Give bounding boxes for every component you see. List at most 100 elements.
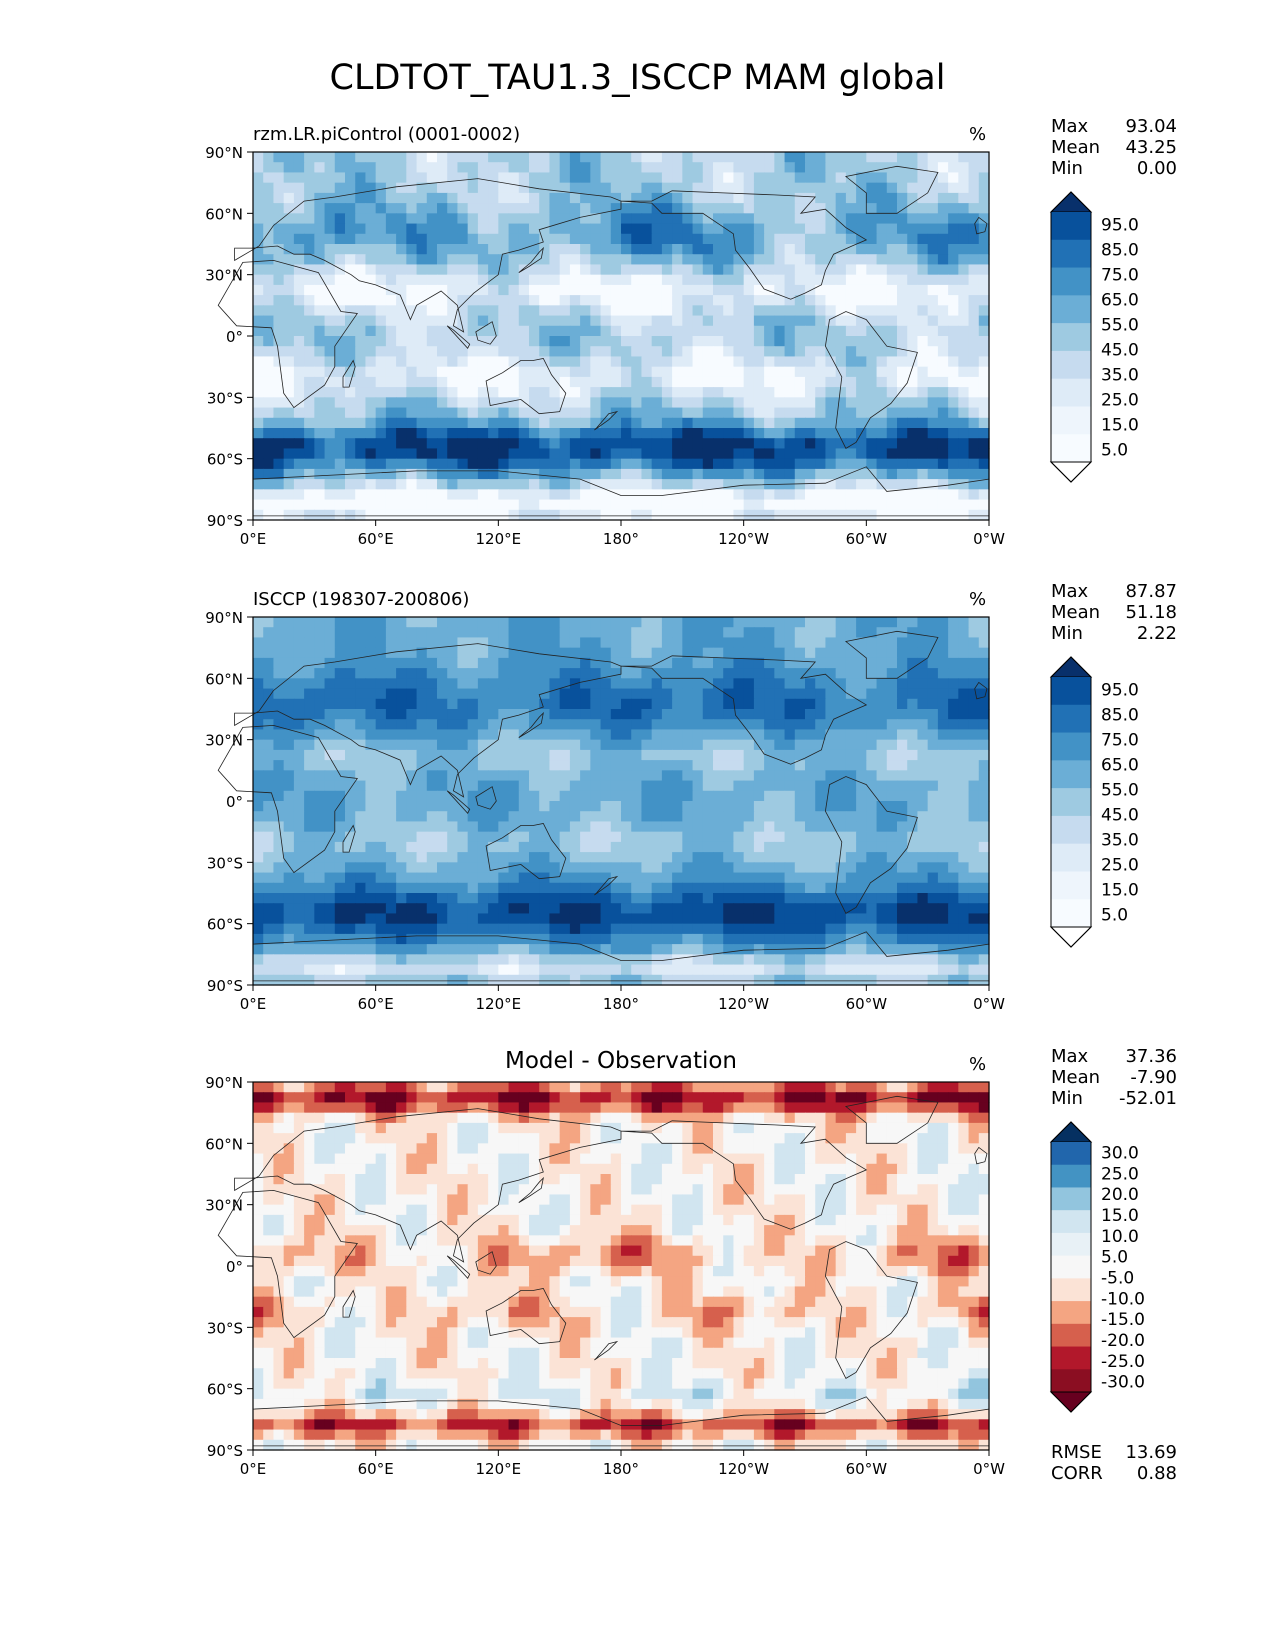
field-cell bbox=[529, 397, 540, 409]
field-cell bbox=[651, 346, 663, 358]
field-cell bbox=[416, 933, 428, 945]
field-cell bbox=[978, 448, 990, 460]
field-cell bbox=[702, 647, 714, 659]
field-cell bbox=[937, 162, 949, 174]
field-cell bbox=[866, 479, 878, 490]
field-cell bbox=[713, 407, 724, 419]
field-cell bbox=[917, 172, 929, 184]
field-cell bbox=[488, 407, 499, 419]
field-cell bbox=[426, 678, 438, 690]
field-cell bbox=[396, 944, 407, 955]
field-cell bbox=[917, 366, 929, 378]
field-cell bbox=[467, 325, 479, 337]
field-cell bbox=[621, 790, 632, 802]
field-cell bbox=[723, 305, 735, 317]
field-cell bbox=[958, 678, 970, 690]
field-cell bbox=[621, 688, 632, 700]
field-cell bbox=[385, 657, 397, 669]
field-cell bbox=[580, 709, 591, 720]
field-cell bbox=[672, 852, 683, 863]
field-cell bbox=[375, 397, 387, 409]
field-grid bbox=[253, 617, 990, 986]
field-cell bbox=[396, 903, 407, 915]
field-cell bbox=[621, 223, 632, 235]
colorbar-label: 65.0 bbox=[1101, 291, 1139, 311]
field-cell bbox=[702, 678, 714, 690]
field-cell bbox=[651, 417, 663, 429]
field-cell bbox=[753, 305, 765, 317]
field-cell bbox=[794, 162, 806, 174]
field-cell bbox=[529, 831, 540, 843]
field-cell bbox=[406, 647, 418, 659]
field-cell bbox=[631, 499, 643, 511]
field-cell bbox=[856, 780, 867, 792]
field-cell bbox=[529, 325, 540, 337]
field-cell bbox=[467, 668, 479, 679]
field-cell bbox=[907, 933, 919, 945]
field-cell bbox=[753, 739, 765, 751]
field-cell bbox=[283, 831, 295, 843]
field-cell bbox=[283, 479, 295, 490]
field-cell bbox=[835, 647, 847, 659]
field-cell bbox=[825, 790, 837, 802]
field-cell bbox=[958, 831, 970, 843]
field-cell bbox=[447, 770, 459, 782]
field-cell bbox=[753, 749, 765, 761]
field-cell bbox=[590, 387, 602, 398]
field-cell bbox=[273, 617, 285, 628]
field-cell bbox=[365, 244, 377, 255]
field-cell bbox=[273, 668, 285, 679]
field-cell bbox=[600, 637, 612, 649]
field-cell bbox=[835, 468, 847, 480]
field-cell bbox=[682, 913, 694, 925]
field-cell bbox=[784, 657, 796, 669]
field-cell bbox=[569, 709, 581, 720]
field-cell bbox=[631, 657, 643, 669]
field-cell bbox=[672, 305, 683, 317]
field-cell bbox=[733, 254, 745, 266]
field-cell bbox=[794, 678, 806, 690]
field-cell bbox=[508, 213, 520, 225]
field-cell bbox=[886, 274, 898, 286]
field-cell bbox=[948, 903, 959, 915]
field-cell bbox=[273, 893, 285, 904]
field-cell bbox=[539, 438, 551, 450]
field-cell bbox=[345, 356, 356, 368]
field-cell bbox=[937, 862, 949, 874]
field-cell bbox=[529, 882, 540, 894]
field-cell bbox=[917, 254, 929, 266]
field-cell bbox=[467, 356, 479, 368]
field-cell bbox=[948, 244, 959, 255]
field-cell bbox=[345, 790, 356, 802]
field-cell bbox=[600, 366, 612, 378]
field-cell bbox=[631, 407, 643, 419]
field-cell bbox=[815, 760, 827, 771]
field-cell bbox=[590, 233, 602, 245]
field-cell bbox=[559, 438, 571, 450]
field-cell bbox=[324, 397, 336, 409]
field-cell bbox=[610, 172, 622, 184]
field-cell bbox=[304, 468, 315, 480]
field-cell bbox=[815, 162, 827, 174]
field-cell bbox=[324, 223, 336, 235]
field-cell bbox=[365, 801, 377, 812]
field-cell bbox=[467, 376, 479, 388]
field-cell bbox=[385, 678, 397, 690]
field-cell bbox=[334, 923, 346, 935]
field-cell bbox=[927, 233, 939, 245]
field-cell bbox=[610, 882, 622, 894]
field-cell bbox=[907, 233, 919, 245]
coastline bbox=[342, 359, 356, 388]
field-cell bbox=[702, 325, 714, 337]
field-cell bbox=[385, 479, 397, 490]
field-cell bbox=[897, 428, 908, 439]
field-cell bbox=[897, 376, 908, 388]
field-cell bbox=[927, 213, 939, 225]
field-cell bbox=[805, 841, 816, 853]
field-cell bbox=[334, 152, 346, 163]
field-cell bbox=[866, 192, 878, 204]
field-cell bbox=[886, 903, 898, 915]
field-cell bbox=[549, 801, 561, 812]
field-cell bbox=[917, 668, 929, 679]
field-cell bbox=[958, 739, 970, 751]
